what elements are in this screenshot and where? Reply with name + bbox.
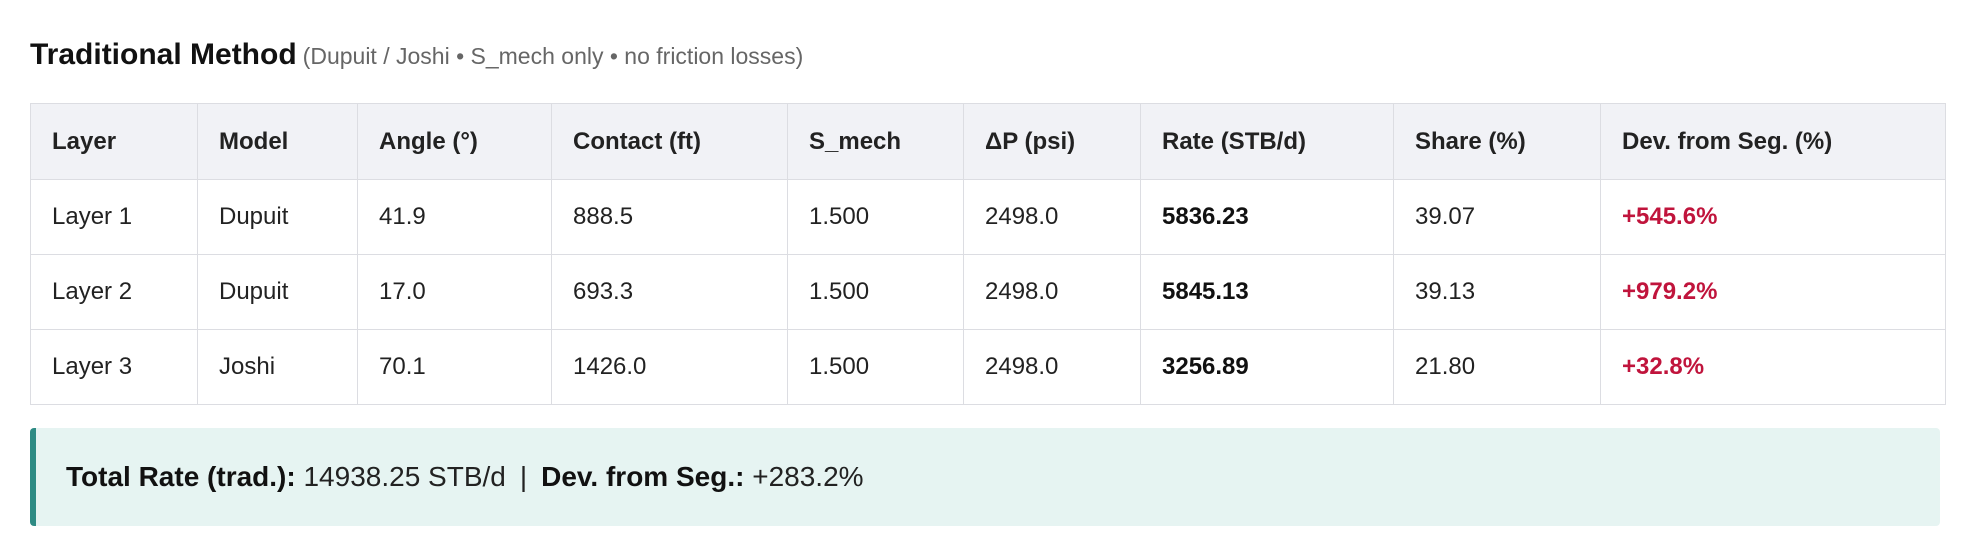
table-cell: 2498.0 — [963, 329, 1141, 405]
title: Traditional Method — [30, 38, 297, 71]
table-cell: 39.07 — [1393, 179, 1601, 255]
total-label: Total Rate (trad.): — [66, 461, 296, 492]
column-header: Dev. from Seg. (%) — [1600, 103, 1946, 180]
table-cell: 2498.0 — [963, 254, 1141, 330]
table-row: Layer 2 Dupuit 17.0 693.3 1.500 2498.0 5845.13… — [30, 254, 1946, 330]
table-cell: 17.0 — [357, 254, 552, 330]
table-cell: 2498.0 — [963, 179, 1141, 255]
results-table: Layer Model Angle (°) Contact (ft) S_mech ΔP … — [30, 103, 1946, 405]
column-header: Angle (°) — [357, 103, 552, 180]
subtitle: (Dupuit / Joshi • S_mech only • no frict… — [302, 43, 804, 69]
table-cell: 21.80 — [1393, 329, 1601, 405]
table-cell: 888.5 — [551, 179, 788, 255]
table-cell: +979.2% — [1600, 254, 1946, 330]
column-header: Contact (ft) — [551, 103, 788, 180]
column-header: Share (%) — [1393, 103, 1601, 180]
table-cell: Dupuit — [197, 179, 358, 255]
separator: | — [519, 461, 528, 492]
column-header: Rate (STB/d) — [1140, 103, 1394, 180]
summary-box: Total Rate (trad.): 14938.25 STB/d | Dev. … — [30, 428, 1940, 526]
section-title: Traditional Method (Dupuit / Joshi • S_me… — [30, 38, 803, 72]
table-row: Layer 3 Joshi 70.1 1426.0 1.500 2498.0 3256.89… — [30, 329, 1946, 405]
table-cell: 5836.23 — [1140, 179, 1394, 255]
dev-value: +283.2% — [752, 461, 864, 492]
table-cell: 1.500 — [787, 329, 964, 405]
header-row: Layer Model Angle (°) Contact (ft) S_mech ΔP … — [30, 103, 1946, 180]
table-cell: Layer 3 — [30, 329, 198, 405]
table-cell: 693.3 — [551, 254, 788, 330]
table-cell: +32.8% — [1600, 329, 1946, 405]
table-cell: 3256.89 — [1140, 329, 1394, 405]
table-cell: 39.13 — [1393, 254, 1601, 330]
total-value: 14938.25 STB/d — [303, 461, 506, 492]
table-cell: 5845.13 — [1140, 254, 1394, 330]
dev-label: Dev. from Seg.: — [541, 461, 745, 492]
table-cell: 1.500 — [787, 254, 964, 330]
table-cell: Layer 2 — [30, 254, 198, 330]
table-cell: 1426.0 — [551, 329, 788, 405]
column-header: Layer — [30, 103, 198, 180]
table-cell: 1.500 — [787, 179, 964, 255]
table-cell: Dupuit — [197, 254, 358, 330]
column-header: S_mech — [787, 103, 964, 180]
table-cell: 70.1 — [357, 329, 552, 405]
table-body: Layer 1 Dupuit 41.9 888.5 1.500 2498.0 5836.23… — [30, 179, 1946, 405]
table-cell: Layer 1 — [30, 179, 198, 255]
table-cell: Joshi — [197, 329, 358, 405]
table-cell: 41.9 — [357, 179, 552, 255]
table-row: Layer 1 Dupuit 41.9 888.5 1.500 2498.0 5836.23… — [30, 179, 1946, 255]
column-header: Model — [197, 103, 358, 180]
table-cell: +545.6% — [1600, 179, 1946, 255]
column-header: ΔP (psi) — [963, 103, 1141, 180]
